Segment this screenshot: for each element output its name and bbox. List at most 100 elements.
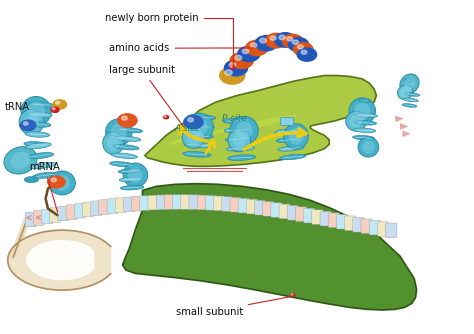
Ellipse shape [25, 143, 51, 149]
FancyBboxPatch shape [361, 219, 372, 233]
Ellipse shape [233, 133, 246, 148]
Ellipse shape [10, 152, 31, 169]
Text: newly born protein: newly born protein [105, 13, 233, 64]
Ellipse shape [289, 128, 303, 145]
Circle shape [52, 99, 67, 110]
Polygon shape [145, 75, 376, 166]
Ellipse shape [284, 124, 309, 149]
Ellipse shape [120, 185, 144, 190]
Ellipse shape [355, 121, 376, 125]
Ellipse shape [54, 175, 70, 191]
Circle shape [55, 101, 60, 104]
Circle shape [225, 70, 232, 75]
FancyBboxPatch shape [320, 211, 331, 226]
Circle shape [260, 38, 266, 43]
FancyBboxPatch shape [271, 203, 282, 217]
Circle shape [290, 293, 296, 297]
Ellipse shape [182, 152, 211, 157]
Ellipse shape [107, 136, 119, 150]
Polygon shape [27, 241, 93, 280]
Circle shape [274, 32, 297, 48]
FancyBboxPatch shape [304, 208, 315, 223]
Ellipse shape [400, 74, 419, 94]
Text: mRNA: mRNA [29, 162, 60, 212]
Circle shape [265, 33, 288, 48]
Circle shape [279, 35, 285, 40]
Ellipse shape [353, 136, 374, 140]
FancyBboxPatch shape [295, 207, 307, 221]
Ellipse shape [346, 111, 366, 131]
Circle shape [235, 55, 242, 60]
FancyBboxPatch shape [123, 197, 135, 212]
FancyBboxPatch shape [33, 211, 45, 225]
Circle shape [164, 116, 166, 117]
Ellipse shape [223, 118, 251, 123]
Text: tRNA: tRNA [4, 102, 29, 112]
Circle shape [53, 108, 55, 110]
Circle shape [163, 115, 169, 120]
Ellipse shape [103, 132, 124, 154]
Ellipse shape [398, 85, 413, 100]
Ellipse shape [405, 93, 419, 96]
Ellipse shape [354, 103, 370, 120]
Ellipse shape [350, 115, 362, 128]
Ellipse shape [27, 112, 52, 117]
Text: small subunit: small subunit [175, 297, 291, 317]
Ellipse shape [228, 155, 256, 161]
FancyBboxPatch shape [91, 201, 102, 215]
Circle shape [229, 65, 236, 69]
Ellipse shape [109, 162, 136, 167]
Circle shape [23, 122, 28, 125]
Circle shape [19, 120, 36, 131]
FancyBboxPatch shape [66, 205, 77, 219]
FancyBboxPatch shape [312, 210, 323, 224]
FancyBboxPatch shape [263, 201, 274, 216]
Ellipse shape [401, 88, 410, 97]
FancyBboxPatch shape [132, 196, 143, 211]
FancyBboxPatch shape [74, 203, 86, 218]
Polygon shape [400, 123, 409, 130]
FancyBboxPatch shape [246, 199, 258, 214]
Ellipse shape [29, 102, 54, 108]
FancyBboxPatch shape [238, 198, 249, 213]
Ellipse shape [106, 119, 132, 145]
FancyBboxPatch shape [337, 214, 348, 229]
Circle shape [245, 40, 269, 56]
Ellipse shape [187, 115, 216, 120]
Circle shape [117, 113, 138, 128]
Ellipse shape [111, 124, 127, 141]
Circle shape [291, 294, 293, 295]
FancyBboxPatch shape [148, 195, 159, 210]
Ellipse shape [185, 113, 213, 141]
FancyBboxPatch shape [156, 195, 167, 209]
Ellipse shape [236, 121, 253, 140]
Circle shape [188, 118, 193, 122]
FancyBboxPatch shape [140, 196, 151, 210]
Circle shape [301, 50, 307, 54]
Ellipse shape [403, 98, 419, 102]
Ellipse shape [402, 104, 417, 107]
Circle shape [51, 178, 56, 182]
Ellipse shape [185, 133, 213, 139]
Ellipse shape [230, 117, 258, 144]
Ellipse shape [27, 102, 45, 121]
FancyBboxPatch shape [213, 196, 225, 211]
Circle shape [282, 34, 304, 49]
Ellipse shape [49, 171, 75, 195]
Ellipse shape [119, 177, 143, 182]
FancyBboxPatch shape [99, 200, 110, 214]
Ellipse shape [118, 169, 142, 173]
Polygon shape [395, 116, 404, 122]
FancyBboxPatch shape [385, 223, 397, 238]
Circle shape [183, 115, 204, 129]
Ellipse shape [128, 167, 143, 183]
FancyBboxPatch shape [115, 198, 127, 212]
Circle shape [219, 66, 246, 85]
FancyBboxPatch shape [255, 200, 266, 215]
Circle shape [230, 66, 232, 67]
Ellipse shape [116, 127, 143, 133]
Ellipse shape [123, 163, 148, 187]
FancyBboxPatch shape [369, 220, 381, 235]
Ellipse shape [359, 98, 370, 103]
Circle shape [287, 37, 293, 41]
